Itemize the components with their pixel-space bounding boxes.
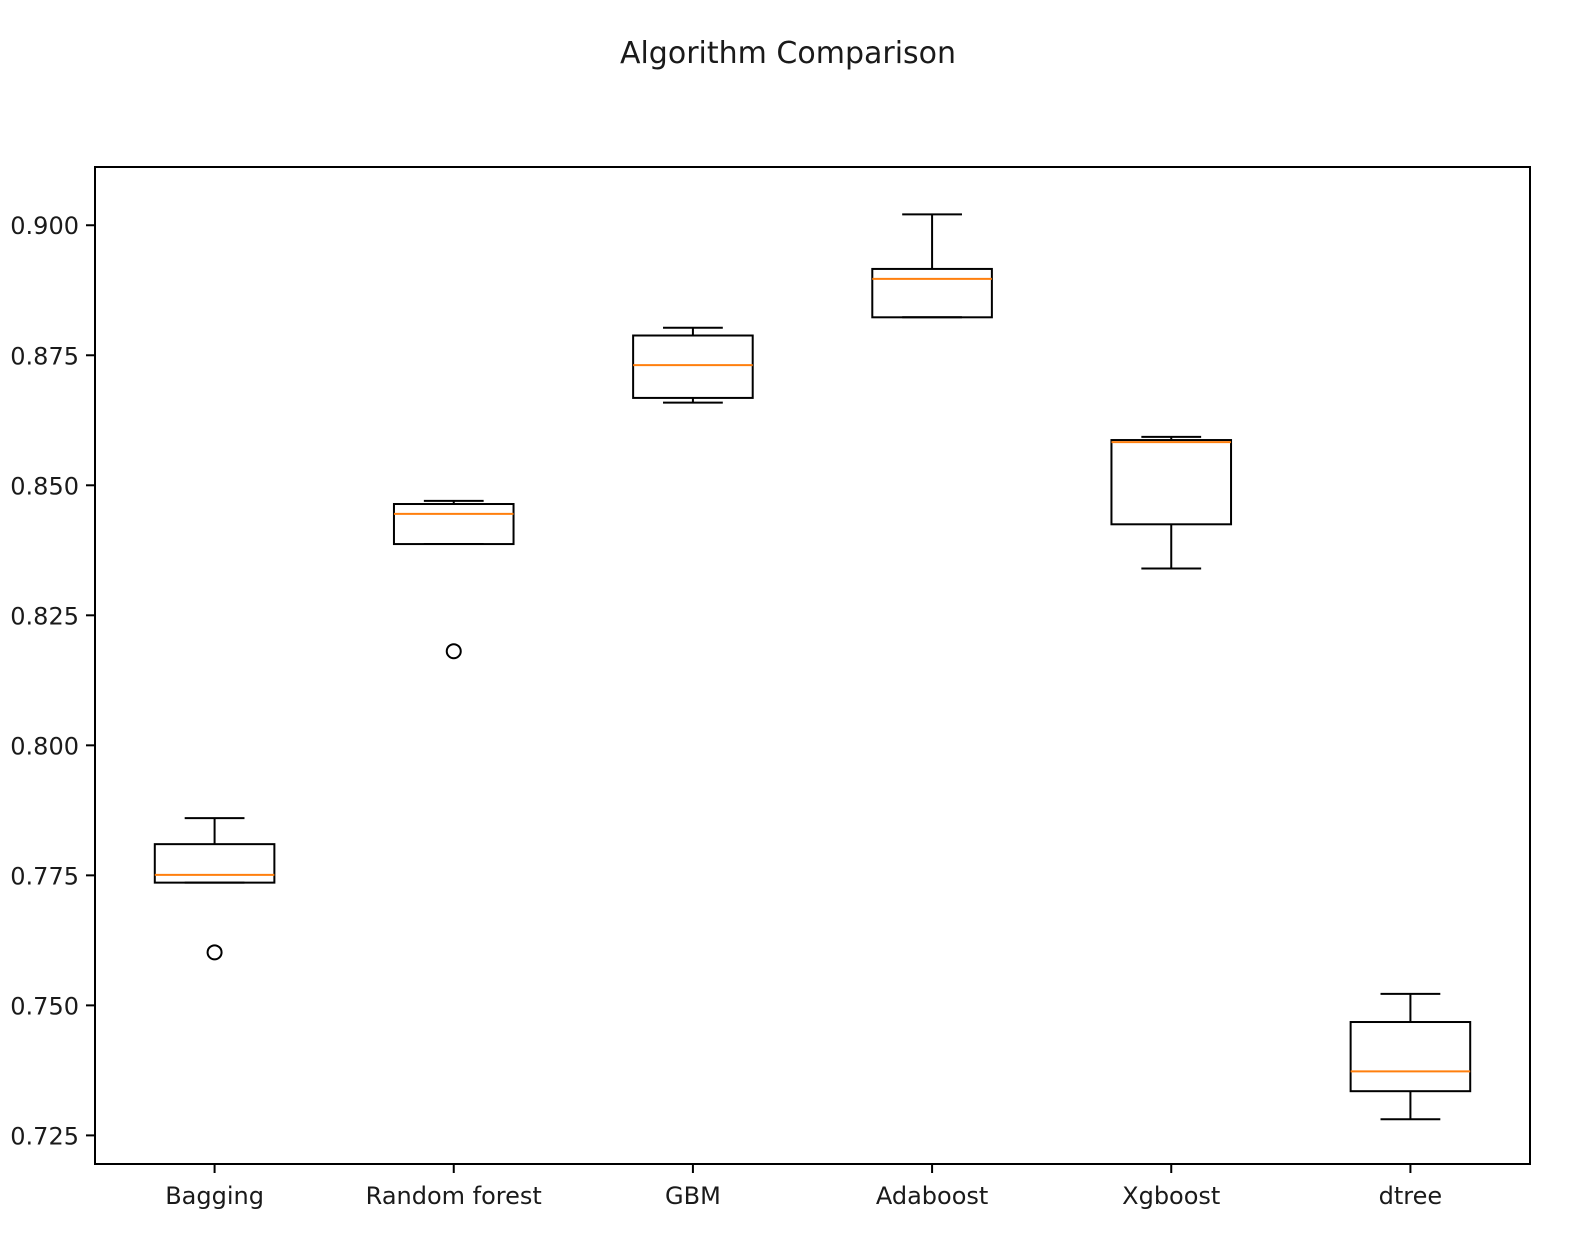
x-tick-label: GBM	[665, 1182, 721, 1210]
box-group	[871, 213, 993, 319]
x-axis: Bagging Random forest GBM Adaboost Xgboost dt…	[165, 1164, 1442, 1210]
box-group	[153, 817, 276, 961]
iqr-box	[153, 843, 276, 884]
y-tick-label: 0.900	[10, 212, 79, 240]
iqr-box	[1349, 1021, 1472, 1093]
y-axis: 0.725 0.750 0.775 0.800 0.825 0.850 0.875 0.900	[10, 212, 95, 1150]
iqr-box	[871, 267, 993, 319]
box-group	[632, 326, 754, 404]
chart-title: Algorithm Comparison	[620, 36, 956, 71]
y-tick-label: 0.775	[10, 862, 79, 890]
outlier-point	[206, 944, 223, 961]
y-tick-label: 0.750	[10, 992, 79, 1020]
iqr-box	[1110, 439, 1233, 526]
x-tick-label: Bagging	[165, 1182, 264, 1210]
iqr-box	[632, 334, 754, 399]
outlier-point	[445, 643, 462, 660]
x-tick-label: Xgboost	[1122, 1182, 1220, 1210]
box-group	[1349, 992, 1472, 1121]
plot-area-frame	[94, 166, 1531, 1165]
x-tick-label: Random forest	[366, 1182, 542, 1210]
y-tick-label: 0.825	[10, 602, 79, 630]
boxes-layer	[153, 213, 1472, 1121]
box-group	[1110, 435, 1233, 570]
iqr-box	[392, 503, 515, 546]
box-group	[392, 499, 515, 660]
y-tick-label: 0.800	[10, 732, 79, 760]
x-tick-label: dtree	[1379, 1182, 1443, 1210]
y-tick-label: 0.725	[10, 1122, 79, 1150]
y-tick-label: 0.875	[10, 342, 79, 370]
x-tick-label: Adaboost	[876, 1182, 988, 1210]
y-tick-label: 0.850	[10, 472, 79, 500]
